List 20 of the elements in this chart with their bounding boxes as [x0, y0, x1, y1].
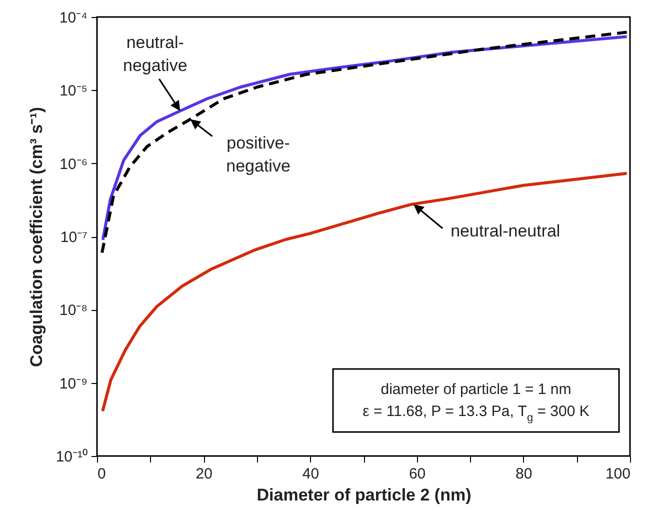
y-axis-title: Coagulation coefficient (cm³ s⁻¹) [26, 106, 46, 368]
annotation: neutral-negative [123, 33, 188, 76]
y-tick-label: 10⁻⁵ [60, 82, 88, 100]
x-tick-label: 80 [516, 466, 532, 482]
y-tick-label: 10⁻⁹ [59, 375, 88, 392]
x-tick-label: 100 [605, 466, 630, 482]
x-axis-title: Diameter of particle 2 (nm) [256, 486, 472, 504]
y-tick-label: 10⁻⁶ [60, 156, 88, 173]
y-tick-label: 10⁻⁷ [60, 229, 88, 246]
x-tick-label: 20 [196, 466, 212, 482]
annotation: neutral-neutral [450, 222, 560, 241]
y-tick-label: 10⁻¹⁰ [56, 448, 88, 466]
annotation: positive-negative [226, 134, 290, 176]
x-tick-label: 0 [98, 466, 106, 482]
x-tick-label: 40 [302, 466, 320, 482]
annotation: ε = 11.68, P = 13.3 Pa, T$_{g}$ = 300 K [362, 402, 590, 424]
y-tick-label: 10⁻⁴ [59, 10, 88, 26]
y-tick-label: 10⁻⁸ [59, 302, 88, 320]
x-tick-label: 60 [408, 466, 426, 482]
annotation: diameter of particle 1 = 1 nm [380, 380, 572, 398]
